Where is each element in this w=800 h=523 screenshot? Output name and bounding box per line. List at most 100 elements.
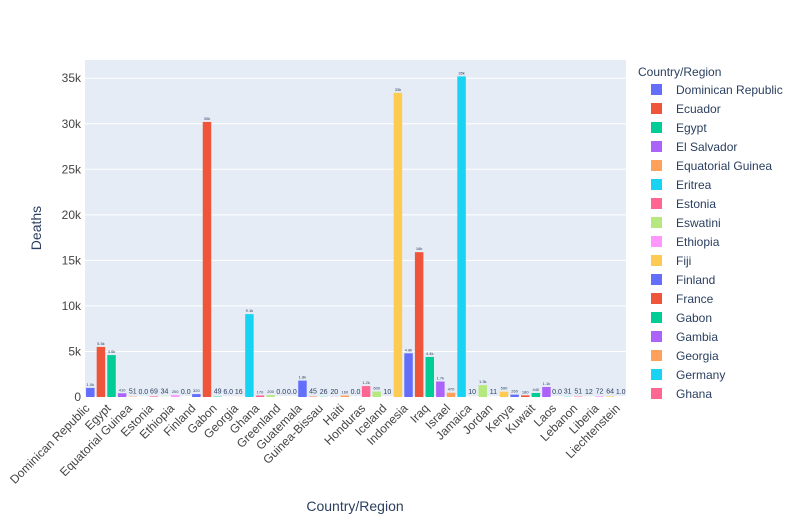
bar: [255, 395, 265, 397]
bar-value-label: 26: [320, 389, 328, 396]
bar: [86, 387, 95, 397]
bar: [605, 396, 615, 397]
bar: [595, 396, 604, 397]
bar-value-label: 470: [448, 387, 455, 392]
bar: [245, 314, 254, 397]
legend: Country/Region Dominican Republic Ecuador…: [638, 65, 783, 401]
bar: [542, 386, 551, 397]
y-tick-label: 30k: [62, 117, 82, 131]
bar: [298, 380, 307, 397]
legend-item-label: Ecuador: [676, 102, 721, 116]
bar-value-label: 5.5k: [97, 341, 105, 346]
legend-swatch: [651, 350, 662, 361]
bar-value-label: 4.6k: [108, 349, 116, 354]
bar: [520, 395, 530, 397]
bar: [107, 355, 116, 397]
bar-value-label: 200: [267, 389, 274, 394]
y-tick-label: 20k: [62, 208, 82, 222]
bar: [372, 391, 381, 397]
bar-value-label: 35k: [458, 70, 464, 75]
bar: [404, 353, 413, 397]
legend-swatch: [651, 179, 662, 190]
bar-value-label: 590: [501, 386, 508, 391]
bar-value-label: 1.0k: [87, 382, 95, 387]
bar: [170, 395, 180, 397]
legend-title: Country/Region: [638, 65, 721, 79]
bar-value-label: 160: [342, 390, 349, 395]
bar-value-label: 600: [373, 386, 380, 391]
bars: [86, 76, 625, 398]
bar: [202, 121, 212, 398]
x-tick-label: Dominican Republic: [7, 401, 92, 486]
bar-value-label: 4.4k: [426, 351, 434, 356]
bar-value-label: 64: [606, 388, 614, 395]
legend-swatch: [651, 388, 662, 399]
y-tick-label: 5k: [68, 344, 82, 358]
bar: [149, 396, 159, 397]
y-axis-title: Deaths: [28, 206, 44, 250]
bar-value-label: 1.8k: [299, 375, 307, 380]
bar-value-label: 1.7k: [437, 376, 445, 381]
bar: [192, 394, 201, 397]
bar: [340, 395, 350, 397]
y-tick-label: 10k: [62, 299, 82, 313]
bar: [425, 356, 434, 397]
legend-item-label: Eswatini: [676, 216, 721, 230]
legend-item-label: Gabon: [676, 311, 712, 325]
y-tick-label: 35k: [62, 71, 82, 85]
bar-value-label: 16k: [416, 246, 422, 251]
legend-swatch: [651, 103, 662, 114]
bar-value-label: 0.0: [276, 389, 286, 396]
legend-swatch: [651, 312, 662, 323]
legend-swatch: [651, 293, 662, 304]
bar-value-label: 200: [172, 389, 179, 394]
legend-item-label: El Salvador: [676, 140, 737, 154]
legend-item-label: Germany: [676, 368, 725, 382]
legend-swatch: [651, 84, 662, 95]
legend-item-label: Georgia: [676, 349, 719, 363]
bar-value-label: 0.0: [138, 389, 148, 396]
legend-swatch: [651, 198, 662, 209]
y-tick-label: 25k: [62, 162, 82, 176]
bar-value-label: 1.3k: [479, 379, 487, 384]
bar-value-label: 410: [119, 387, 126, 392]
legend-swatch: [651, 369, 662, 380]
bar: [361, 386, 371, 397]
bar-value-label: 72: [596, 388, 604, 395]
legend-swatch: [651, 141, 662, 152]
legend-swatch: [651, 160, 662, 171]
bar-value-label: 49: [214, 389, 222, 396]
bar-value-label: 0.0: [287, 389, 297, 396]
bar-value-label: 320: [193, 388, 200, 393]
bar: [478, 385, 488, 397]
bar: [457, 76, 466, 397]
legend-item-label: Eritrea: [676, 178, 712, 192]
bar: [446, 392, 456, 397]
legend-item-label: Ghana: [676, 387, 712, 401]
bar-value-label: 1.2k: [362, 380, 370, 385]
legend-swatch: [651, 122, 662, 133]
bar-value-label: 20: [330, 389, 338, 396]
bar: [266, 395, 275, 397]
legend-swatch: [651, 331, 662, 342]
bar: [414, 252, 424, 397]
bar-value-label: 10: [383, 389, 391, 396]
bar-value-label: 1.0: [616, 389, 626, 396]
bar-value-label: 31: [564, 389, 572, 396]
legend-swatch: [651, 274, 662, 285]
bar-value-label: 12: [585, 389, 593, 396]
legend-item-label: Equatorial Guinea: [676, 159, 772, 173]
bar-value-label: 0.0: [351, 389, 361, 396]
bar-value-label: 4.8k: [405, 347, 413, 352]
legend-item-label: Fiji: [676, 254, 691, 268]
legend-item-label: Dominican Republic: [676, 83, 783, 97]
x-axis-title: Country/Region: [306, 498, 403, 514]
bar: [436, 381, 445, 397]
legend-item-label: Ethiopia: [676, 235, 720, 249]
legend-item-label: Finland: [676, 273, 715, 287]
bar-value-label: 33k: [395, 87, 401, 92]
bar: [510, 394, 519, 397]
bar-value-label: 69: [150, 388, 158, 395]
